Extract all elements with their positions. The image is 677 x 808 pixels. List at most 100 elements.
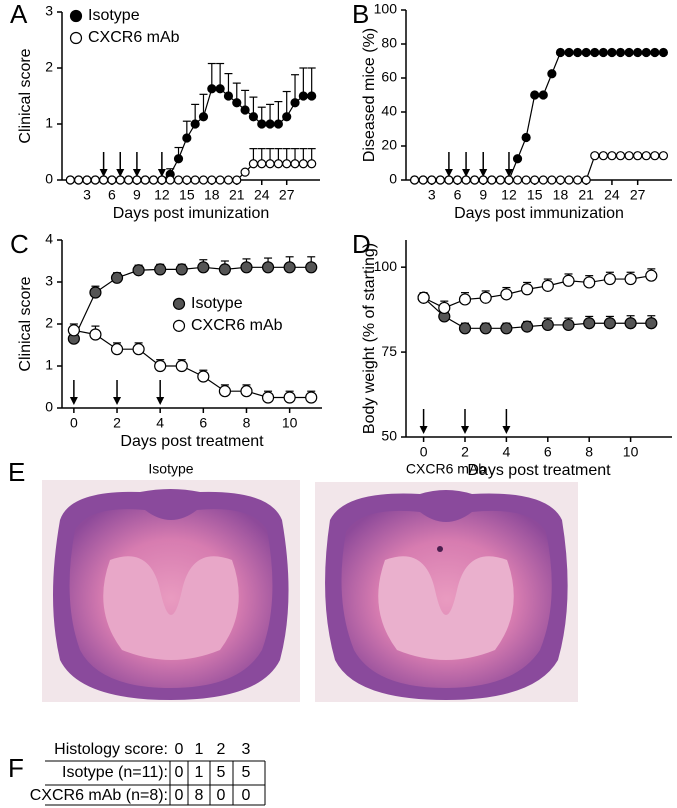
table-cell: 2 (217, 741, 226, 758)
y-tick-label: 0 (389, 171, 397, 187)
marker (650, 47, 660, 58)
marker (633, 47, 643, 58)
marker (282, 159, 292, 169)
marker (65, 175, 75, 185)
marker (417, 291, 430, 304)
y-tick-label: 2 (45, 59, 53, 75)
x-axis-label: Days post imunization (113, 205, 270, 222)
x-tick-label: 6 (199, 415, 207, 431)
arrow-head (504, 169, 513, 177)
marker (547, 69, 557, 79)
y-axis-label: Body weight (% of starting) (361, 243, 378, 434)
marker (487, 175, 497, 185)
legend-label: CXCR6 mAb (191, 317, 283, 334)
marker (583, 276, 596, 289)
x-tick-label: 27 (630, 187, 646, 203)
marker (261, 261, 275, 274)
marker (132, 343, 145, 356)
marker (603, 317, 616, 330)
marker (645, 269, 658, 282)
histology-image (315, 482, 578, 702)
marker (590, 151, 600, 161)
marker (573, 175, 583, 185)
marker (165, 175, 175, 185)
x-tick-label: 4 (156, 415, 164, 431)
marker (458, 293, 472, 306)
marker (658, 47, 669, 58)
x-tick-label: 12 (154, 187, 170, 203)
marker (650, 151, 660, 161)
marker (82, 175, 92, 185)
marker (452, 175, 463, 185)
x-tick-label: 3 (83, 187, 91, 203)
marker (500, 322, 513, 335)
y-tick-label: 1 (45, 115, 53, 131)
marker (99, 175, 109, 185)
marker (182, 175, 192, 185)
marker (438, 301, 451, 315)
marker (541, 279, 554, 292)
x-tick-label: 21 (229, 187, 245, 203)
x-tick-label: 6 (454, 187, 462, 203)
marker (624, 151, 634, 161)
marker (530, 175, 540, 185)
table-cell: 5 (217, 764, 226, 781)
x-tick-label: 24 (604, 187, 620, 203)
y-tick-label: 20 (381, 137, 397, 153)
x-axis-label: Days post treatment (467, 462, 611, 479)
x-tick-label: 0 (420, 444, 428, 460)
table-grid (45, 760, 266, 806)
series-line (414, 155, 664, 181)
marker (283, 261, 296, 274)
x-tick-label: 18 (553, 187, 569, 203)
marker (562, 274, 575, 287)
marker (479, 291, 492, 304)
panel-letter: E (8, 457, 25, 487)
marker (240, 167, 250, 177)
y-tick-label: 75 (381, 343, 397, 359)
table-cell: 0 (242, 787, 251, 804)
marker (290, 98, 300, 108)
panel-letter: F (8, 753, 24, 783)
marker (512, 154, 523, 164)
marker (154, 263, 167, 276)
legend-marker (69, 31, 83, 45)
marker (175, 359, 188, 373)
marker (298, 159, 308, 169)
x-tick-label: 2 (461, 444, 469, 460)
marker (248, 159, 259, 169)
arrow-head (460, 426, 469, 434)
arrow-head (99, 169, 108, 177)
y-tick-label: 100 (374, 258, 398, 274)
marker (132, 175, 142, 185)
marker (624, 272, 637, 286)
marker (218, 385, 232, 398)
marker (520, 283, 534, 296)
marker (583, 317, 596, 330)
marker (495, 175, 505, 185)
table-row-label: Histology score: (54, 741, 168, 758)
marker (215, 84, 225, 94)
marker (615, 47, 626, 58)
marker (273, 119, 283, 129)
x-tick-label: 2 (113, 415, 121, 431)
marker (521, 132, 531, 143)
marker (223, 91, 234, 101)
marker (607, 151, 617, 161)
marker (67, 324, 80, 337)
arrow-head (462, 169, 471, 177)
marker (140, 175, 150, 185)
y-tick-label: 40 (381, 103, 397, 119)
marker (115, 175, 125, 185)
marker (633, 151, 643, 161)
arrow-head (156, 397, 165, 405)
marker (624, 317, 637, 330)
x-tick-label: 10 (282, 415, 298, 431)
marker (530, 90, 540, 100)
series-line (73, 329, 312, 399)
legend-marker (172, 297, 186, 310)
marker (223, 175, 234, 185)
marker (645, 317, 658, 330)
marker (435, 175, 445, 185)
y-tick-label: 60 (381, 69, 397, 85)
